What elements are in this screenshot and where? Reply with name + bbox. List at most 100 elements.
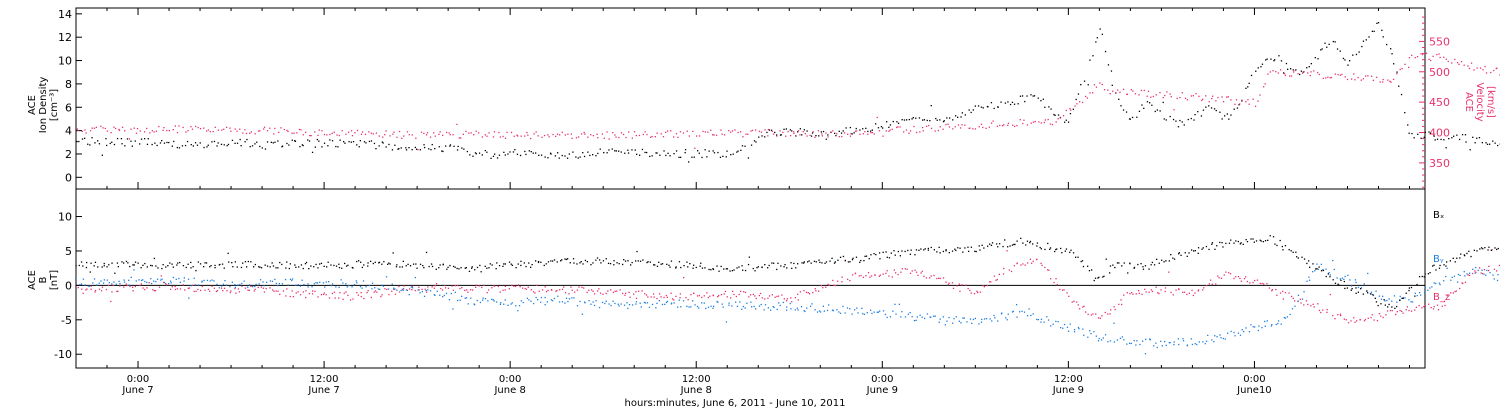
bz-point [81,288,83,290]
bz-point [160,275,162,277]
bottom-left-tick-label: -5 [61,314,72,327]
bz-point [444,284,446,287]
bx-point [133,264,135,266]
ion-density-point [161,140,163,142]
bz-point [979,291,981,293]
bz-point [1040,262,1042,265]
bz-point [1036,258,1038,260]
bx-point [323,265,325,267]
by-point [474,304,476,306]
ion-density-point [1299,73,1301,76]
by-point [1220,337,1222,339]
ion-density-point [750,144,753,146]
velocity-point [254,133,256,135]
ion-density-point [514,149,516,151]
by-point [406,289,408,291]
by-point [84,284,86,286]
ion-density-point [964,114,966,116]
velocity-point [985,127,987,129]
velocity-point [850,133,852,135]
velocity-point [1468,67,1471,70]
bx-point [157,267,159,269]
velocity-point [1408,57,1411,59]
velocity-point [1399,68,1401,71]
bz-point [1172,294,1174,296]
bx-point [367,262,369,264]
by-point [1021,310,1023,312]
velocity-point [731,130,734,132]
ion-density-point [154,142,156,144]
ion-density-point [859,129,861,131]
velocity-point [1408,66,1410,69]
velocity-point [559,134,561,136]
ion-density-point [272,142,274,144]
by-point [1123,339,1125,341]
bz-point [743,291,745,293]
bz-point [726,296,728,298]
ion-density-point [942,121,945,123]
bz-point [614,290,616,292]
by-point [806,307,808,309]
bx-point [286,261,288,263]
velocity-point [1134,93,1137,95]
by-point [1297,300,1299,302]
by-point [1121,336,1124,338]
velocity-point [1115,92,1117,94]
by-point [933,315,935,317]
by-point [533,302,535,305]
bz-point [466,289,468,291]
bz-point [1022,263,1024,265]
top-panel-frame [75,7,1426,190]
ion-density-point [845,127,847,129]
by-point [993,314,995,317]
velocity-point [456,123,458,126]
ion-density-point [331,140,334,142]
velocity-point [136,128,139,130]
ion-density-point [1344,59,1346,61]
velocity-point [398,130,401,133]
velocity-point [954,126,956,128]
by-point [926,313,929,315]
velocity-point [1267,73,1269,75]
ion-density-point [207,144,209,146]
by-point [515,305,517,307]
ion-density-point [614,150,616,152]
bz-point [1032,260,1034,262]
bx-point [165,266,167,268]
bz-point [1483,269,1486,271]
by-point [854,309,856,311]
velocity-point [1047,118,1049,121]
top-right-tick-label: 350 [1429,157,1450,170]
by-point [764,304,767,306]
ion-density-point [256,141,258,143]
ion-density-point [680,156,682,158]
ion-density-point [946,117,948,119]
ion-density-point [146,143,149,145]
by-point [601,301,604,304]
ion-density-point [791,130,793,132]
ion-density-point [753,140,756,142]
bz-point [665,294,667,297]
bz-point [289,295,291,298]
ion-density-point [1260,66,1262,68]
by-point [1078,328,1080,330]
ion-density-point [888,126,890,128]
bz-point [286,288,288,290]
bz-point [1168,271,1170,273]
by-point [1055,320,1057,323]
velocity-point [263,128,265,130]
velocity-point [176,131,179,134]
bx-point [333,264,335,267]
bz-point [707,296,709,299]
ion-density-point [822,130,825,133]
by-point [234,284,236,286]
by-point [111,283,113,285]
velocity-point [1211,97,1213,100]
ion-density-point [949,117,951,119]
by-point [915,319,917,321]
bz-point [538,290,540,292]
velocity-point [516,134,518,136]
bz-point [735,295,737,298]
by-point [262,281,264,283]
ion-density-point [1092,55,1094,57]
